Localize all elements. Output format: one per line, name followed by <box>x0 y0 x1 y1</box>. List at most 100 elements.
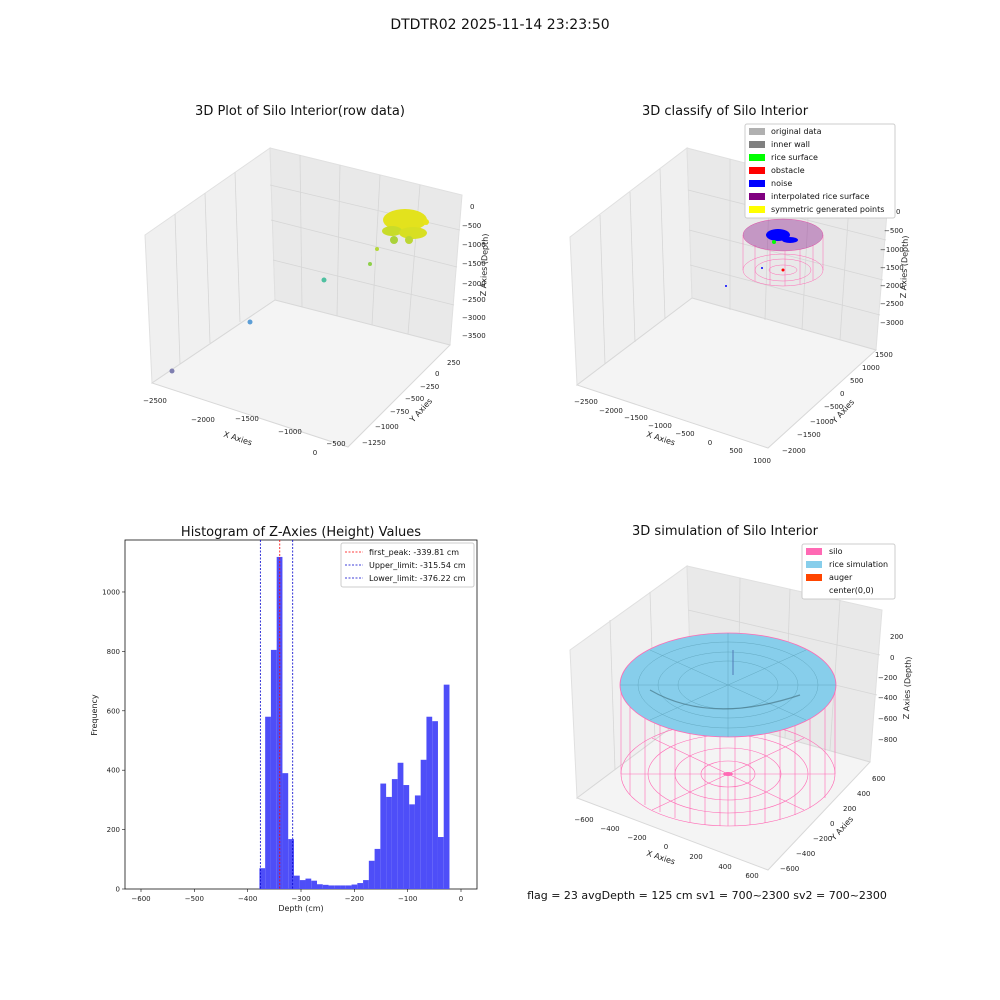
classify-x-ticks: −2500 −2000 −1500 −1000 −500 0 500 1000 <box>574 398 771 465</box>
histogram-x-tick-label: −200 <box>345 895 364 903</box>
histogram-bar <box>363 880 369 889</box>
legend-label: rice simulation <box>829 560 888 569</box>
legend-label: noise <box>771 179 792 188</box>
raw-x-label: X Axies <box>222 430 253 448</box>
classify-noise-cluster <box>782 237 798 243</box>
histogram-bar <box>345 885 352 889</box>
legend-label: interpolated rice surface <box>771 192 869 201</box>
sim-x-tick: 400 <box>718 863 731 871</box>
sim-z-ticks: 200 0 −200 −400 −600 −800 <box>878 633 903 744</box>
raw-y-tick: 250 <box>447 359 460 367</box>
histogram-y-tick-label: 600 <box>107 707 120 715</box>
histogram-bar <box>328 885 335 889</box>
classify-z-tick: −500 <box>884 227 903 235</box>
histogram-bar <box>409 804 415 889</box>
histogram-x-tick-label: −500 <box>185 895 204 903</box>
classify-legend: original data inner wall rice surface ob… <box>744 123 896 219</box>
histogram-bar <box>265 716 271 889</box>
histogram-y-tick-label: 200 <box>107 826 120 834</box>
raw-x-tick: −2000 <box>191 416 215 424</box>
sim-x-tick: −600 <box>574 816 593 824</box>
raw-point <box>169 368 175 374</box>
legend-label: original data <box>771 127 822 136</box>
legend-label: rice surface <box>771 153 818 162</box>
sim-z-tick: −400 <box>878 694 897 702</box>
histogram-y-label: Frequency <box>90 694 99 736</box>
classify-z-label: Z Axies (Depth) <box>899 235 910 298</box>
histogram-bar <box>420 759 427 889</box>
sim-x-tick: 600 <box>745 872 758 880</box>
legend-swatch <box>749 180 765 187</box>
raw-point <box>368 262 372 266</box>
classify-3d-plot: original data inner wall rice surface ob… <box>569 123 910 465</box>
raw-x-tick: −1000 <box>278 428 302 436</box>
histogram-x-tick-label: 0 <box>459 895 463 903</box>
sim-y-tick: −600 <box>780 865 799 873</box>
sim-y-ticks: 600 400 200 0 −200 −400 −600 <box>780 775 885 873</box>
legend-label: inner wall <box>771 140 810 149</box>
classify-y-tick: −1000 <box>810 418 834 426</box>
histogram-bar <box>299 880 306 889</box>
simulation-3d-plot: silo rice simulation auger center(0,0) −… <box>569 543 913 880</box>
raw-point-cluster <box>382 226 402 236</box>
legend-swatch <box>806 548 822 555</box>
raw-y-tick: −1250 <box>362 439 386 447</box>
histogram-x-tick-label: −400 <box>238 895 257 903</box>
classify-noise-cluster <box>766 229 790 241</box>
legend-label: center(0,0) <box>829 586 874 595</box>
raw-point <box>247 319 253 325</box>
classify-x-label: X Axies <box>645 430 676 448</box>
legend-swatch <box>749 206 765 213</box>
sim-y-tick: 200 <box>843 805 856 813</box>
classify-z-tick: 0 <box>896 208 900 216</box>
histogram-bar <box>311 880 317 889</box>
histogram-bar <box>293 875 300 889</box>
figure-title: DTDTR02 2025-11-14 23:23:50 <box>390 17 610 33</box>
classify-x-tick: −1000 <box>648 422 672 430</box>
classify-x-tick: −2500 <box>574 398 598 406</box>
classify-x-tick: 1000 <box>753 457 771 465</box>
raw-floor-pane <box>150 299 451 448</box>
classify-x-tick: −1500 <box>624 414 648 422</box>
legend-swatch <box>749 193 765 200</box>
sim-z-label: Z Axies (Depth) <box>902 656 913 719</box>
histogram-bar <box>426 716 433 889</box>
histogram-x-tick-label: −100 <box>398 895 417 903</box>
classify-y-tick: 0 <box>840 390 844 398</box>
sim-z-tick: 0 <box>890 654 894 662</box>
raw-plot-title: 3D Plot of Silo Interior(row data) <box>195 104 405 119</box>
histogram-legend: first_peak: -339.81 cm Upper_limit: -315… <box>340 542 475 588</box>
legend-label: Upper_limit: -315.54 cm <box>369 561 466 570</box>
classify-y-label: Y Axies <box>829 398 856 426</box>
classify-center-point <box>781 268 785 272</box>
classify-x-tick: −500 <box>675 430 694 438</box>
classify-y-tick: −2000 <box>782 447 806 455</box>
legend-swatch <box>806 561 822 568</box>
sim-floor-pane <box>575 711 871 871</box>
sim-center-marker <box>723 772 733 776</box>
histogram-bars <box>259 556 450 889</box>
sim-x-tick: −400 <box>600 825 619 833</box>
histogram-y-ticks: 0 200 400 600 800 1000 <box>102 588 125 894</box>
classify-y-tick: 1000 <box>862 364 880 372</box>
histogram-bar <box>351 884 358 889</box>
raw-z-tick: −2000 <box>462 280 486 288</box>
classify-z-tick: −1000 <box>880 246 904 254</box>
classify-x-tick: 0 <box>708 439 712 447</box>
histogram-vlines <box>259 540 294 889</box>
classify-noise-point <box>725 285 727 287</box>
sim-x-ticks: −600 −400 −200 0 200 400 600 <box>574 816 758 880</box>
raw-z-tick: −3500 <box>462 332 486 340</box>
histogram-bar <box>334 885 341 889</box>
raw-point-cluster <box>383 209 427 231</box>
histogram-bar <box>340 885 346 889</box>
raw-point <box>375 247 379 251</box>
histogram-bar <box>288 839 294 889</box>
classify-rice-point <box>772 240 776 244</box>
classify-y-tick: 1500 <box>875 351 893 359</box>
raw-z-tick: −500 <box>462 222 481 230</box>
histogram-y-tick-label: 0 <box>116 886 120 894</box>
simulation-plot-title: 3D simulation of Silo Interior <box>632 524 818 539</box>
raw-y-tick: −1000 <box>375 423 399 431</box>
classify-silo-wireframe <box>742 218 824 287</box>
